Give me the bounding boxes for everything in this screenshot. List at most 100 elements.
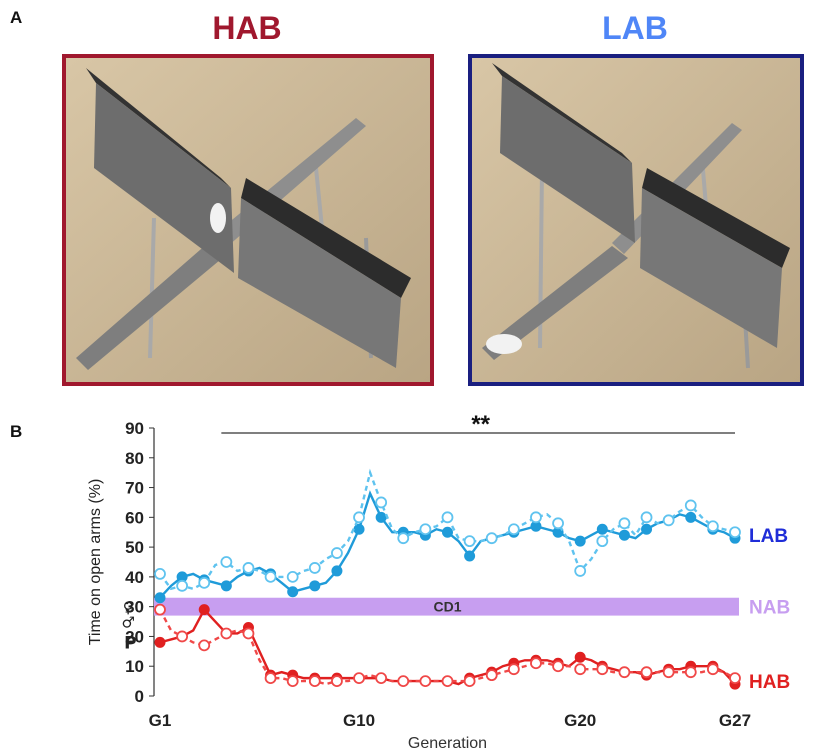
data-point — [264, 570, 277, 583]
data-point — [220, 556, 233, 568]
data-point — [596, 535, 609, 548]
y-axis-label: Time on open arms (%) — [87, 479, 104, 646]
data-point — [552, 660, 564, 673]
data-point — [419, 523, 432, 536]
x-axis-label: Generation — [408, 735, 487, 752]
data-point — [684, 499, 697, 512]
data-point — [729, 672, 741, 685]
cd1-band-label: CD1 — [433, 599, 461, 615]
data-point — [530, 511, 542, 524]
data-point — [353, 511, 365, 524]
data-point — [706, 663, 719, 676]
data-point — [574, 651, 586, 663]
lab-photo-title: LAB — [602, 10, 668, 46]
data-point — [507, 663, 520, 676]
data-point — [375, 672, 388, 685]
data-point — [574, 565, 587, 577]
data-point — [242, 562, 255, 574]
data-point — [552, 517, 564, 530]
data-point — [574, 535, 586, 547]
data-point — [706, 520, 719, 533]
data-point — [353, 672, 365, 685]
data-point — [264, 672, 277, 685]
data-point — [596, 523, 608, 535]
data-point — [154, 603, 166, 616]
data-point — [662, 514, 675, 527]
y-tick-label: 60 — [125, 508, 144, 527]
data-point — [397, 675, 410, 688]
data-point — [397, 532, 410, 545]
data-point — [353, 523, 365, 535]
y-tick-label: 40 — [125, 568, 144, 587]
data-point — [441, 511, 454, 524]
data-point — [154, 636, 166, 648]
lab-maze-photo — [468, 54, 804, 386]
open-arm-chart: 0 10 20 30 40 50 60 70 80 90 Time on open arms (%)… — [0, 400, 818, 756]
data-point — [308, 675, 321, 688]
data-point — [419, 675, 432, 688]
cd1-band — [154, 597, 739, 616]
data-point — [287, 586, 299, 598]
data-point — [308, 562, 321, 574]
series-right-label: NAB — [749, 598, 790, 619]
data-point — [685, 511, 697, 523]
data-point — [309, 580, 321, 592]
y-tick-label: 0 — [135, 687, 144, 706]
series-line-lab-male — [159, 490, 736, 599]
y-tick-label: 50 — [125, 538, 144, 557]
data-point — [442, 526, 453, 538]
x-tick-label: G10 — [343, 711, 375, 730]
x-tick-label: G27 — [719, 711, 751, 730]
panel-b-label: B — [10, 422, 23, 441]
annotation-label: ♀ — [123, 599, 134, 617]
data-point — [640, 666, 653, 679]
data-point — [198, 639, 211, 652]
series-right-label: LAB — [749, 526, 788, 547]
y-tick-label: 10 — [125, 657, 144, 676]
data-point — [375, 496, 388, 509]
data-point — [176, 579, 189, 592]
data-point — [662, 666, 675, 679]
data-point — [331, 675, 343, 688]
data-point — [176, 630, 189, 643]
data-point — [640, 511, 653, 524]
annotation-label: ♂ — [121, 614, 134, 632]
data-point — [242, 627, 255, 640]
data-point — [618, 666, 631, 679]
y-tick-label: 30 — [125, 598, 144, 617]
data-point — [220, 580, 232, 592]
y-tick-label: 20 — [125, 627, 144, 646]
annotation-label: P — [124, 633, 136, 653]
data-point — [684, 666, 697, 679]
significance-label: ** — [471, 411, 490, 438]
data-point — [530, 657, 542, 670]
data-point — [220, 627, 233, 640]
hab-maze-photo — [62, 54, 434, 386]
y-tick-label: 70 — [125, 479, 144, 498]
data-point — [441, 675, 454, 688]
chart-svg: 0 10 20 30 40 50 60 70 80 90 Time on open arms (%)… — [87, 411, 790, 752]
data-point — [463, 675, 476, 688]
data-point — [154, 592, 166, 604]
data-point — [596, 663, 609, 676]
y-tick-label: 90 — [125, 419, 144, 438]
data-point — [331, 547, 343, 559]
data-point — [286, 570, 299, 583]
data-point — [729, 526, 741, 539]
data-point — [641, 523, 653, 535]
x-tick-label: G1 — [149, 711, 172, 730]
data-point — [463, 535, 476, 548]
data-point — [485, 669, 498, 682]
data-point — [618, 529, 630, 541]
data-point — [485, 532, 498, 545]
data-point — [154, 568, 166, 580]
series-right-label: HAB — [749, 672, 790, 693]
data-point — [331, 565, 343, 577]
y-tick-label: 80 — [125, 449, 144, 468]
x-tick-label: G20 — [564, 711, 596, 730]
panel-a-label: A — [10, 8, 23, 27]
data-point — [574, 663, 587, 676]
data-point — [507, 523, 520, 536]
hab-photo-title: HAB — [212, 10, 282, 46]
data-point — [286, 675, 299, 688]
